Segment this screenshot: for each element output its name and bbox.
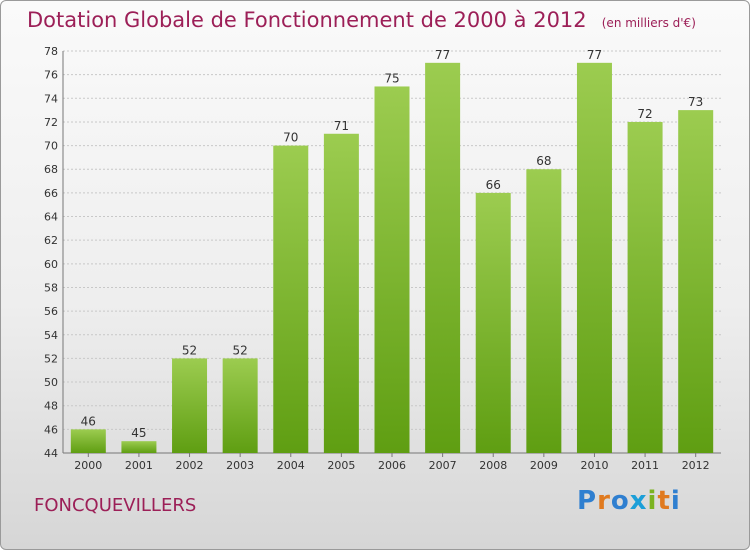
x-tick-label: 2012	[682, 459, 710, 472]
y-tick-label: 46	[44, 423, 58, 436]
y-tick-label: 64	[44, 211, 58, 224]
data-label: 77	[587, 48, 602, 62]
chart-title: Dotation Globale de Fonctionnement de 20…	[27, 8, 696, 32]
data-label: 68	[536, 154, 551, 168]
x-tick-label: 2011	[631, 459, 659, 472]
y-tick-label: 78	[44, 45, 58, 58]
x-tick-label: 2004	[277, 459, 305, 472]
bar-2008	[475, 192, 511, 453]
data-label: 72	[637, 107, 652, 121]
y-tick-label: 54	[44, 329, 58, 342]
x-tick-label: 2005	[327, 459, 355, 472]
x-tick-label: 2001	[125, 459, 153, 472]
x-tick-label: 2000	[74, 459, 102, 472]
bar-2003	[222, 358, 258, 453]
y-tick-label: 76	[44, 69, 58, 82]
bar-2012	[678, 110, 714, 453]
x-tick-label: 2007	[429, 459, 457, 472]
data-label: 73	[688, 95, 703, 109]
chart-unit: (en milliers d'€)	[601, 16, 696, 30]
bar-2006	[374, 86, 410, 454]
x-tick-label: 2009	[530, 459, 558, 472]
bar-2001	[121, 441, 157, 453]
bar-2005	[323, 133, 359, 453]
y-tick-label: 44	[44, 447, 58, 460]
bar-2007	[425, 62, 461, 454]
bar-2002	[172, 358, 208, 453]
bar-2011	[627, 121, 663, 454]
x-tick-label: 2003	[226, 459, 254, 472]
data-label: 77	[435, 48, 450, 62]
y-tick-label: 48	[44, 400, 58, 413]
data-label: 46	[81, 414, 96, 428]
x-tick-label: 2002	[176, 459, 204, 472]
y-tick-label: 58	[44, 281, 58, 294]
x-tick-label: 2008	[479, 459, 507, 472]
data-label: 52	[182, 343, 197, 357]
proxiti-logo: Proxiti	[577, 486, 681, 516]
data-label: 66	[486, 178, 501, 192]
y-tick-label: 62	[44, 234, 58, 247]
y-tick-label: 74	[44, 92, 58, 105]
bar-2000	[70, 429, 106, 453]
x-tick-label: 2010	[580, 459, 608, 472]
y-tick-label: 50	[44, 376, 58, 389]
y-tick-label: 66	[44, 187, 58, 200]
data-label: 52	[233, 343, 248, 357]
data-label: 70	[283, 131, 298, 145]
chart-title-text: Dotation Globale de Fonctionnement de 20…	[27, 8, 587, 32]
bar-2010	[576, 62, 612, 454]
data-label: 75	[384, 71, 399, 85]
y-tick-label: 72	[44, 116, 58, 129]
y-tick-label: 68	[44, 163, 58, 176]
bar-2004	[273, 145, 309, 453]
y-tick-label: 52	[44, 352, 58, 365]
y-tick-label: 70	[44, 140, 58, 153]
y-tick-label: 56	[44, 305, 58, 318]
y-tick-label: 60	[44, 258, 58, 271]
data-label: 45	[131, 426, 146, 440]
x-tick-label: 2006	[378, 459, 406, 472]
bar-2009	[526, 169, 562, 453]
commune-name: FONCQUEVILLERS	[34, 495, 197, 516]
data-label: 71	[334, 119, 349, 133]
